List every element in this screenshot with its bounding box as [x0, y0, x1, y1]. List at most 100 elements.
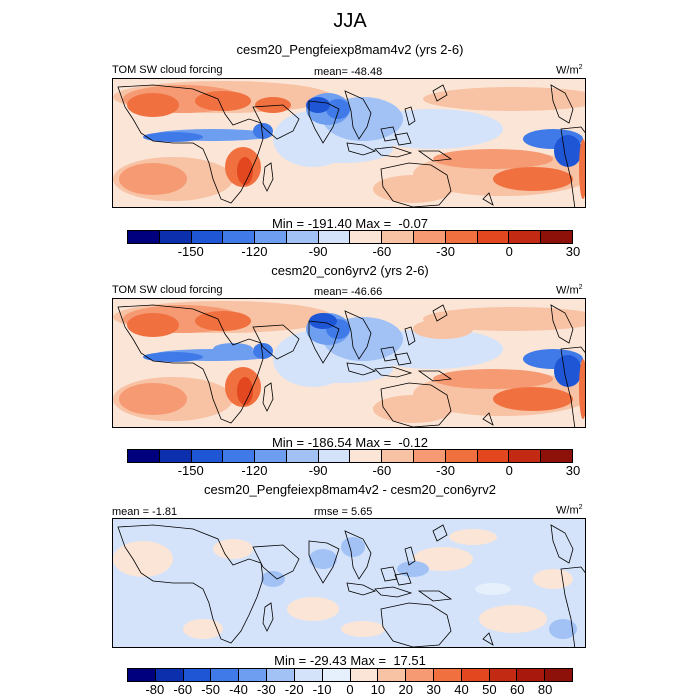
colorbar-swatch — [509, 450, 542, 462]
colorbar-swatch — [541, 450, 572, 462]
panel2-map-svg — [113, 299, 585, 427]
panel2-units: W/m2 — [556, 284, 583, 297]
diff-contour-region — [533, 569, 573, 589]
coastline — [482, 632, 494, 646]
colorbar-swatch — [406, 669, 434, 681]
colorbar-swatch — [128, 231, 160, 243]
field-contour-region — [195, 91, 251, 111]
coastline — [374, 586, 413, 598]
field-contour-region — [127, 93, 179, 117]
colorbar-tick-label: -90 — [308, 244, 328, 259]
panel2-title: cesm20_con6yrv2 (yrs 2-6) — [271, 263, 429, 278]
coastline — [432, 524, 448, 542]
colorbar-tick-label: -60 — [372, 463, 392, 478]
field-contour-region — [413, 319, 473, 339]
diff-contour-region — [113, 541, 173, 577]
colorbar-tick-label: -40 — [229, 682, 248, 697]
colorbar-tick-label: 20 — [398, 682, 413, 697]
figure-title: JJA — [333, 10, 367, 32]
panel3-map — [112, 518, 586, 648]
coastline — [344, 90, 372, 140]
field-contour-region — [326, 99, 350, 119]
coastline — [550, 84, 574, 124]
coastline — [380, 602, 452, 647]
coastline — [344, 310, 372, 360]
panel3-units-exp: 2 — [578, 504, 583, 511]
colorbar-swatch — [433, 669, 462, 681]
diff-contour-region — [479, 605, 547, 633]
coastline — [482, 192, 494, 206]
coastline — [560, 346, 585, 427]
colorbar-tick-label: 30 — [565, 463, 581, 478]
colorbar-swatch — [382, 231, 415, 243]
field-contour-region — [579, 359, 585, 419]
field-contour-region — [127, 313, 179, 337]
colorbar-tick-label: -90 — [308, 463, 328, 478]
panel1-title: cesm20_Pengfeiexp8mam4v2 (yrs 2-6) — [236, 42, 464, 57]
colorbar-swatch — [350, 450, 383, 462]
panel2-colorbar-ticks: -150 -120 -90 -60 -30 0 30 — [127, 463, 581, 479]
panel2-variable-label: TOM SW cloud forcing — [112, 284, 223, 296]
colorbar-swatch — [191, 231, 224, 243]
coastline — [374, 146, 413, 158]
field-contour-region — [237, 377, 253, 405]
field-contour-region — [423, 87, 585, 111]
colorbar-swatch — [541, 231, 572, 243]
colorbar-tick-label: 80 — [537, 682, 553, 697]
panel3-colorbar — [127, 668, 573, 682]
colorbar-swatch — [211, 669, 240, 681]
field-contour-region — [293, 355, 393, 383]
colorbar-swatch — [286, 450, 319, 462]
diff-contour-region — [341, 621, 385, 637]
colorbar-swatch — [128, 450, 160, 462]
coastline — [380, 566, 398, 582]
field-contour-region — [579, 139, 585, 199]
colorbar-tick-label: -120 — [241, 244, 268, 259]
colorbar-swatch — [509, 231, 542, 243]
panel3-units: W/m2 — [556, 504, 583, 517]
colorbar-tick-label: -120 — [241, 463, 268, 478]
coastline — [252, 324, 300, 360]
field-contour-region — [143, 352, 203, 362]
coastline — [482, 412, 494, 426]
colorbar-tick-label: -150 — [177, 244, 204, 259]
panel3-rmse-label: rmse = 5.65 — [314, 506, 373, 518]
coastline — [344, 530, 372, 580]
diff-contour-region — [261, 571, 285, 587]
coastline — [404, 326, 416, 346]
coastline — [417, 150, 453, 162]
diff-contour-region — [397, 561, 429, 577]
coastline — [394, 352, 412, 366]
coastline — [117, 84, 264, 204]
coastline — [550, 304, 574, 344]
field-contour-region — [119, 383, 187, 415]
colorbar-swatch — [159, 231, 192, 243]
colorbar-tick-label: -80 — [145, 682, 165, 697]
colorbar-swatch — [461, 669, 490, 681]
colorbar-swatch — [159, 450, 192, 462]
coastline — [346, 582, 377, 596]
field-contour-region — [195, 311, 251, 331]
colorbar-tick-label: -20 — [284, 682, 304, 697]
field-contour-region — [253, 343, 273, 359]
coastline — [560, 566, 585, 647]
colorbar-swatch — [223, 231, 256, 243]
coastline — [346, 142, 377, 156]
panel2-colorbar — [127, 449, 573, 463]
colorbar-tick-label: -10 — [312, 682, 332, 697]
colorbar-tick-label: -30 — [436, 244, 455, 259]
panel3-title: cesm20_Pengfeiexp8mam4v2 - cesm20_con6yr… — [204, 482, 496, 497]
diff-contour-region — [309, 549, 337, 569]
colorbar-tick-label: 50 — [482, 682, 497, 697]
coastline — [560, 126, 585, 207]
diff-contour-region — [413, 547, 473, 571]
coastline — [380, 162, 452, 207]
coastline — [417, 590, 453, 602]
colorbar-swatch — [255, 231, 287, 243]
colorbar-swatch — [155, 669, 184, 681]
coastline — [262, 602, 274, 632]
panel3-colorbar-ticks: -80 -60 -50 -40 -30 -20 -10 0 10 20 30 40 50 60 80 — [127, 682, 573, 698]
coastline — [550, 524, 574, 564]
field-contour-region — [255, 97, 291, 113]
panel1-min-max: Min = -191.40 Max = -0.07 — [271, 216, 429, 231]
